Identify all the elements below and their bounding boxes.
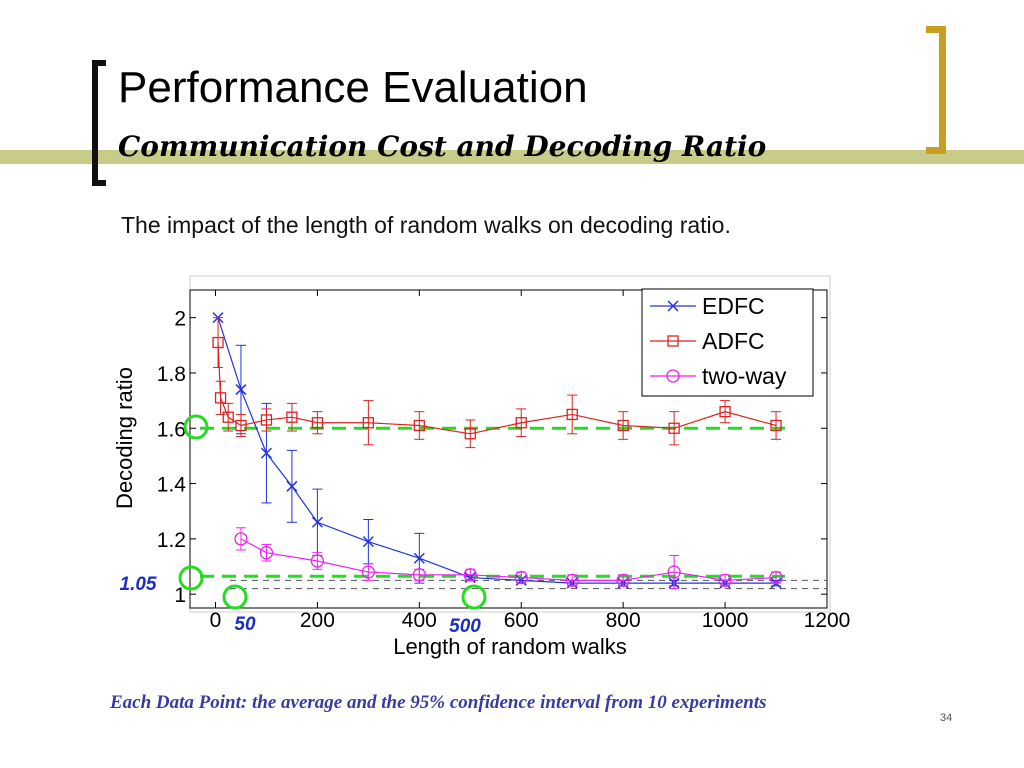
x-axis-label: Length of random walks <box>393 634 627 659</box>
data-point-two-way <box>234 532 248 546</box>
y-tick-label: 1.8 <box>157 363 186 386</box>
x-axis-ticks: 0 200 400 600 800 1000 1200 <box>210 290 851 632</box>
data-point-EDFC-stroke-b <box>260 447 272 459</box>
annotation-label-105: 1.05 <box>120 574 157 595</box>
legend-marker-ADFC <box>667 335 679 347</box>
page-number: 34 <box>940 712 953 724</box>
data-point-two-way <box>463 568 477 582</box>
legend-label-two-way: two-way <box>702 363 787 389</box>
annotation-label-50: 50 <box>234 614 256 635</box>
y-axis-ticks: 1 1.2 1.4 1.6 1.8 2 <box>157 308 827 607</box>
series-line-EDFC <box>217 317 777 584</box>
chart-legend: EDFC ADFC two-way <box>641 288 814 397</box>
data-point-EDFC <box>362 536 374 548</box>
x-tick-label: 800 <box>606 609 641 632</box>
data-point-two-way <box>565 573 579 587</box>
slide-caption: The impact of the length of random walks… <box>121 212 731 238</box>
annotation-circle-y105 <box>178 565 204 591</box>
data-point-ADFC <box>464 428 476 440</box>
right-bracket <box>926 26 946 154</box>
series-layer <box>212 312 783 590</box>
y-tick-label: 1.2 <box>157 529 186 552</box>
legend-label-ADFC: ADFC <box>702 328 765 354</box>
annotation-circle-x50 <box>222 584 248 610</box>
slide-title: Performance Evaluation <box>118 63 588 112</box>
data-point-ADFC <box>668 422 680 434</box>
slide-subtitle: Communication Cost and Decoding Ratio <box>118 130 767 163</box>
data-point-two-way <box>259 546 274 560</box>
legend-marker-EDFC <box>667 300 679 312</box>
slide-footnote: Each Data Point: the average and the 95%… <box>110 692 767 713</box>
data-point-EDFC-stroke-b <box>362 536 374 548</box>
data-point-EDFC-stroke-b <box>311 516 323 528</box>
data-point-EDFC-stroke-b <box>235 384 247 396</box>
header-stripe <box>0 150 1024 164</box>
data-point-ADFC <box>617 419 629 432</box>
data-point-ADFC <box>212 336 224 349</box>
x-tick-label: 0 <box>210 609 222 632</box>
legend-box <box>641 288 814 397</box>
annotation-label-500: 500 <box>449 616 481 637</box>
y-axis-label: Decoding ratio <box>112 367 137 509</box>
y-tick-label: 1.4 <box>157 474 187 497</box>
data-point-two-way <box>514 570 528 585</box>
y-tick-label: 1.6 <box>157 418 186 441</box>
data-point-ADFC <box>214 392 227 404</box>
y-tick-label: 1 <box>174 584 186 607</box>
data-point-ADFC <box>362 417 375 429</box>
legend-marker-EDFC-stroke-b <box>667 300 679 312</box>
data-point-ADFC <box>311 417 324 429</box>
series-two-way <box>234 527 783 590</box>
x-tick-label: 1000 <box>702 609 749 632</box>
x-tick-label: 200 <box>300 609 335 632</box>
data-point-EDFC <box>286 480 298 492</box>
data-point-ADFC <box>770 419 782 432</box>
data-point-two-way <box>769 570 783 585</box>
series-ADFC <box>212 317 782 449</box>
series-line-two-way <box>240 538 777 581</box>
x-tick-label: 1200 <box>804 609 851 632</box>
data-point-two-way <box>667 565 681 579</box>
left-bracket <box>92 60 106 186</box>
data-point-EDFC-stroke-b <box>286 480 298 492</box>
data-point-two-way <box>361 565 376 579</box>
data-point-EDFC-stroke-b <box>413 552 425 564</box>
annotations: 1.05 50 500 <box>120 414 487 637</box>
legend-label-EDFC: EDFC <box>702 293 765 319</box>
data-point-two-way <box>616 573 630 587</box>
data-point-ADFC <box>222 411 234 423</box>
x-tick-label: 400 <box>402 609 437 632</box>
legend-marker-two-way <box>666 369 680 383</box>
annotation-circle-y160 <box>183 414 209 440</box>
data-point-two-way <box>718 573 732 587</box>
data-point-ADFC <box>719 406 731 418</box>
x-tick-label: 600 <box>504 609 539 632</box>
data-point-ADFC <box>515 417 527 429</box>
data-point-ADFC <box>235 419 247 432</box>
y-tick-label: 2 <box>174 308 186 331</box>
data-point-EDFC <box>413 552 425 564</box>
data-point-ADFC <box>413 419 425 432</box>
data-point-EDFC <box>235 384 247 396</box>
data-point-two-way <box>310 554 325 568</box>
annotation-circle-x500 <box>461 584 487 610</box>
data-point-ADFC <box>566 408 578 421</box>
data-point-ADFC <box>260 414 273 426</box>
data-point-EDFC <box>260 447 272 459</box>
data-point-EDFC <box>311 516 323 528</box>
series-line-ADFC <box>217 342 777 435</box>
data-point-two-way <box>412 568 426 582</box>
data-point-ADFC <box>286 411 298 423</box>
